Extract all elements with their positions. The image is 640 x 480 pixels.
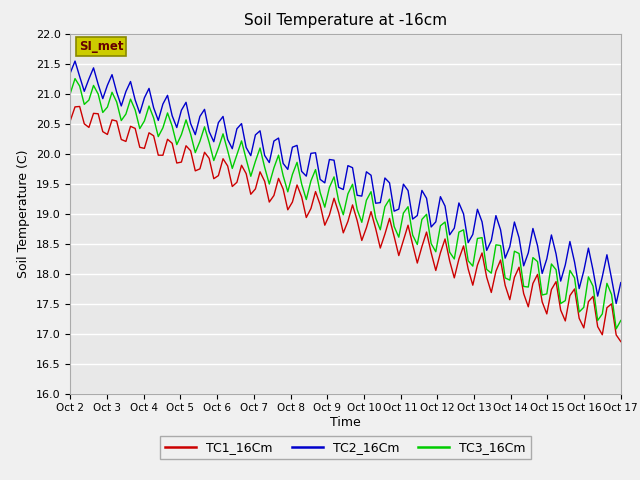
Title: Soil Temperature at -16cm: Soil Temperature at -16cm <box>244 13 447 28</box>
Text: SI_met: SI_met <box>79 40 123 53</box>
Y-axis label: Soil Temperature (C): Soil Temperature (C) <box>17 149 30 278</box>
X-axis label: Time: Time <box>330 416 361 429</box>
Legend: TC1_16Cm, TC2_16Cm, TC3_16Cm: TC1_16Cm, TC2_16Cm, TC3_16Cm <box>160 436 531 459</box>
